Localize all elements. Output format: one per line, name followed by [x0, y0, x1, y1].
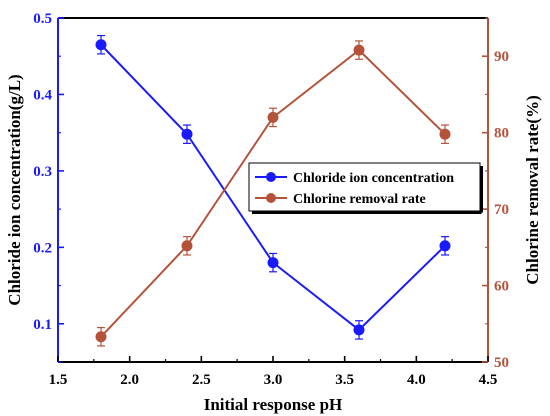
legend-label-chlorine-removal-rate: Chlorine removal rate: [293, 192, 426, 207]
data-point-chlorine-removal-rate: [181, 240, 193, 252]
legend-marker-chloride-ion-concentration: [266, 172, 276, 182]
data-point-chlorine-removal-rate: [439, 128, 451, 140]
y-left-tick-label: 0.1: [33, 317, 52, 333]
y-right-tick-label: 50: [494, 355, 509, 371]
y-right-tick-label: 70: [494, 202, 509, 218]
y-right-tick-label: 60: [494, 279, 509, 295]
y-right-tick-label: 90: [494, 49, 509, 65]
x-axis-title: Initial response pH: [204, 395, 343, 414]
data-point-chloride-ion-concentration: [181, 128, 193, 140]
data-point-chlorine-removal-rate: [95, 331, 107, 343]
y-right-tick-label: 80: [494, 126, 509, 142]
x-tick-label: 2.5: [192, 372, 211, 388]
data-point-chloride-ion-concentration: [353, 324, 365, 336]
data-point-chloride-ion-concentration: [439, 240, 451, 252]
legend: Chloride ion concentration Chlorine remov…: [248, 162, 483, 214]
y-left-tick-label: 0.5: [33, 11, 52, 27]
y-left-tick-label: 0.2: [33, 240, 52, 256]
y-left-axis-title: Chloride ion concentration(g/L): [5, 74, 24, 305]
y-left-tick-label: 0.4: [33, 87, 52, 103]
data-point-chlorine-removal-rate: [353, 44, 365, 56]
x-tick-label: 2.0: [120, 372, 139, 388]
data-point-chlorine-removal-rate: [267, 111, 279, 123]
y-left-tick-label: 0.3: [33, 164, 52, 180]
x-tick-label: 3.5: [335, 372, 354, 388]
data-point-chloride-ion-concentration: [267, 257, 279, 269]
legend-marker-chlorine-removal-rate: [266, 193, 276, 203]
legend-label-chloride-ion-concentration: Chloride ion concentration: [293, 171, 454, 186]
x-tick-label: 4.5: [479, 372, 498, 388]
y-right-axis-title: Chlorine removal rate(%): [523, 95, 542, 284]
x-tick-label: 1.5: [49, 372, 68, 388]
x-tick-label: 3.0: [264, 372, 283, 388]
series-layer: [95, 34, 451, 347]
axes-layer: 1.5 2.0 2.5 3.0 3.5 4.0 4.5 0.1 0.2 0.3 0.4 0.5 50 60…: [33, 11, 509, 388]
data-point-chloride-ion-concentration: [95, 39, 107, 51]
x-tick-label: 4.0: [407, 372, 426, 388]
